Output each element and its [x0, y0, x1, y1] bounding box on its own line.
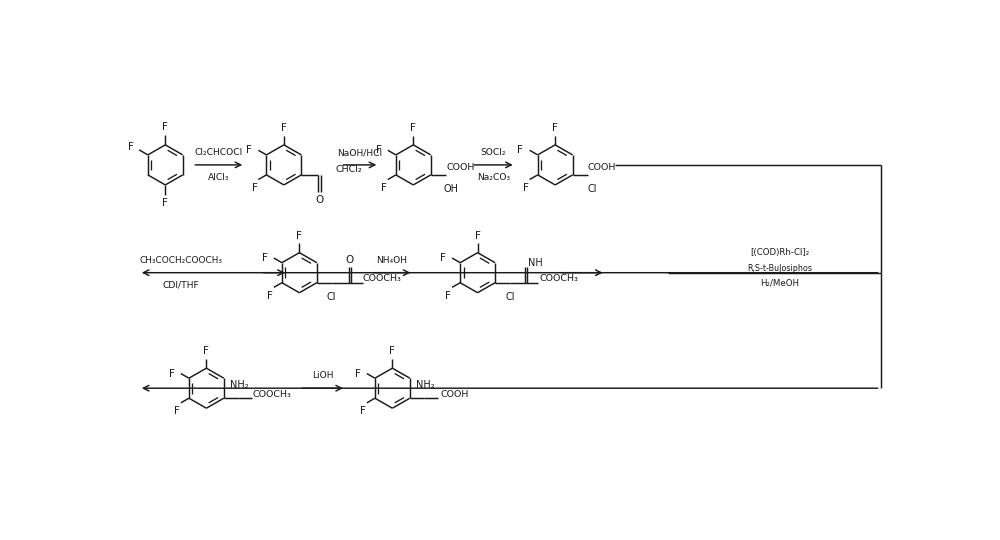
Text: F: F: [360, 406, 366, 416]
Text: AlCl₃: AlCl₃: [208, 173, 230, 182]
Text: COOH: COOH: [588, 163, 616, 172]
Text: F: F: [389, 346, 395, 356]
Text: Cl: Cl: [327, 292, 336, 301]
Text: Cl: Cl: [505, 292, 515, 301]
Text: F: F: [523, 183, 529, 193]
Text: R,S-t-BuJosiphos: R,S-t-BuJosiphos: [747, 264, 812, 273]
Text: F: F: [262, 253, 268, 263]
Text: COOH: COOH: [446, 163, 474, 172]
Text: F: F: [162, 198, 168, 208]
Text: F: F: [203, 346, 209, 356]
Text: Cl: Cl: [587, 184, 597, 194]
Text: NH₂: NH₂: [230, 380, 249, 390]
Text: COOH: COOH: [441, 390, 469, 399]
Text: F: F: [355, 369, 361, 379]
Text: F: F: [381, 183, 387, 193]
Text: F: F: [440, 253, 446, 263]
Text: H₂/MeOH: H₂/MeOH: [760, 279, 799, 288]
Text: F: F: [267, 291, 273, 301]
Text: NH: NH: [528, 258, 543, 268]
Text: F: F: [552, 123, 558, 133]
Text: F: F: [252, 183, 257, 193]
Text: F: F: [517, 145, 523, 156]
Text: F: F: [296, 231, 302, 241]
Text: CH₃COCH₂COOCH₃: CH₃COCH₂COOCH₃: [139, 256, 222, 265]
Text: CDI/THF: CDI/THF: [162, 280, 199, 289]
Text: OH: OH: [443, 184, 458, 194]
Text: Na₂CO₃: Na₂CO₃: [477, 173, 510, 182]
Text: F: F: [410, 123, 416, 133]
Text: F: F: [174, 406, 180, 416]
Text: F: F: [128, 142, 134, 152]
Text: NH₂: NH₂: [416, 380, 435, 390]
Text: F: F: [162, 122, 168, 132]
Text: LiOH: LiOH: [312, 372, 333, 380]
Text: SOCl₂: SOCl₂: [481, 148, 506, 157]
Text: F: F: [475, 231, 481, 241]
Text: O: O: [315, 194, 324, 205]
Text: Cl₂CHCOCI: Cl₂CHCOCI: [195, 148, 243, 157]
Text: F: F: [246, 145, 252, 156]
Text: NaOH/HCl: NaOH/HCl: [337, 148, 382, 157]
Text: F: F: [281, 123, 287, 133]
Text: COOCH₃: COOCH₃: [362, 274, 401, 282]
Text: NH₄OH: NH₄OH: [376, 256, 407, 265]
Text: COOCH₃: COOCH₃: [252, 390, 291, 399]
Text: [(COD)Rh-Cl]₂: [(COD)Rh-Cl]₂: [750, 248, 810, 257]
Text: CHCl₂: CHCl₂: [335, 165, 362, 174]
Text: F: F: [445, 291, 451, 301]
Text: COOCH₃: COOCH₃: [539, 274, 578, 282]
Text: F: F: [169, 369, 175, 379]
Text: F: F: [376, 145, 381, 156]
Text: O: O: [346, 255, 354, 265]
